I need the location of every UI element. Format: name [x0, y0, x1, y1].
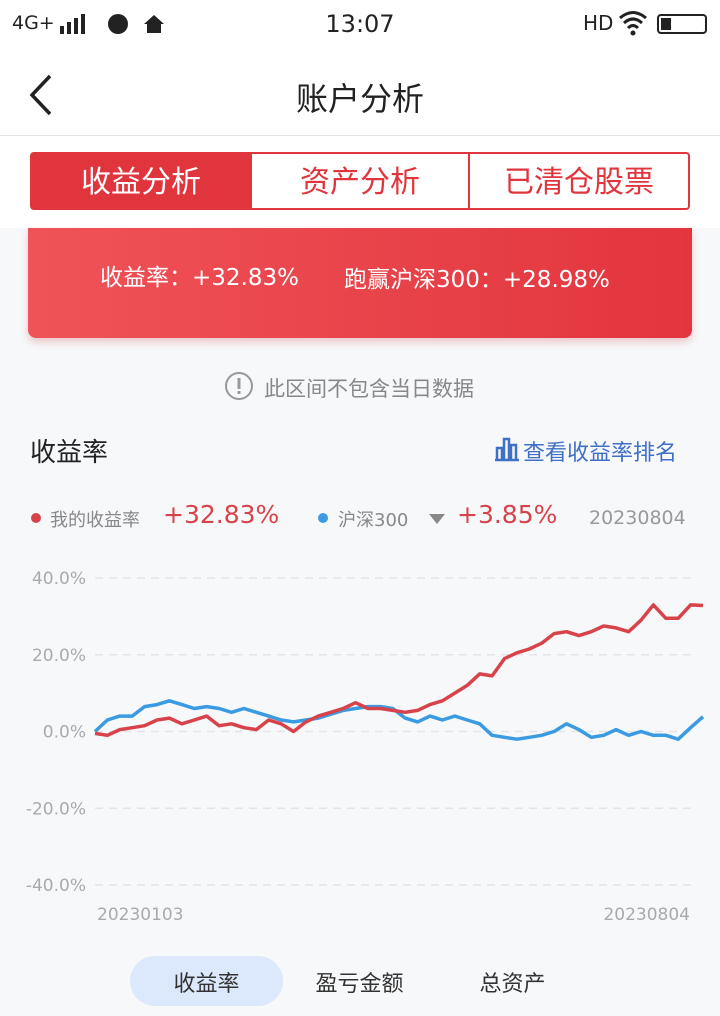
wifi-battery: [619, 11, 707, 36]
legend-value: +32.83%: [163, 500, 280, 529]
page-title: 账户分析: [295, 80, 424, 118]
y-tick-label: 20.0%: [32, 646, 86, 666]
section-title: 收益率: [30, 438, 109, 468]
active-pill: [130, 956, 283, 1006]
tab[interactable]: 收益分析: [30, 152, 252, 210]
legend-dot: [31, 513, 41, 523]
x-tick-label: 20230103: [97, 905, 184, 925]
legend-date: 20230804: [589, 507, 686, 529]
y-tick-label: 40.0%: [32, 569, 86, 589]
y-tick-label: 0.0%: [43, 723, 86, 743]
dropdown-arrow[interactable]: [428, 513, 446, 525]
y-tick-label: -20.0%: [26, 799, 86, 819]
legend-value: +3.85%: [457, 500, 558, 529]
series-line: [94, 603, 704, 738]
legend-dot: [318, 513, 328, 523]
rank-link[interactable]: 查看收益率排名: [523, 441, 678, 466]
status-icons: [60, 14, 164, 34]
legend-name: 沪深300: [338, 510, 409, 531]
info-icon: [225, 372, 253, 400]
series-line: [93, 699, 705, 741]
tab[interactable]: 已清仓股票: [468, 152, 690, 210]
bottom-tab[interactable]: 总资产: [479, 972, 546, 997]
bottom-tab[interactable]: 收益率: [173, 972, 240, 997]
beat-label: 跑赢沪深300：+28.98%: [344, 267, 610, 293]
network: 4G+: [12, 12, 55, 34]
summary-card: 收益率：+32.83% 跑赢沪深300：+28.98%: [28, 228, 692, 338]
rank-icon: [495, 437, 519, 462]
divider: [0, 135, 720, 136]
back-button[interactable]: [28, 72, 58, 118]
time: 13:07: [325, 10, 395, 38]
x-tick-label: 20230804: [603, 905, 690, 925]
header-area: 4G+ 13:07 HD 账户分析 收益分析 资产分析 已清仓股票: [0, 0, 720, 228]
bottom-tab[interactable]: 盈亏金额: [315, 972, 404, 997]
return-label: 收益率：+32.83%: [100, 265, 299, 291]
legend-name: 我的收益率: [50, 510, 140, 531]
chart: -40.0% -20.0% 0.0% 20.0% 40.0% 20230103 202308…: [26, 569, 705, 925]
hd: HD: [583, 11, 614, 35]
y-tick-label: -40.0%: [26, 876, 86, 896]
notice: 此区间不包含当日数据: [264, 377, 474, 401]
tab[interactable]: 资产分析: [250, 152, 470, 210]
